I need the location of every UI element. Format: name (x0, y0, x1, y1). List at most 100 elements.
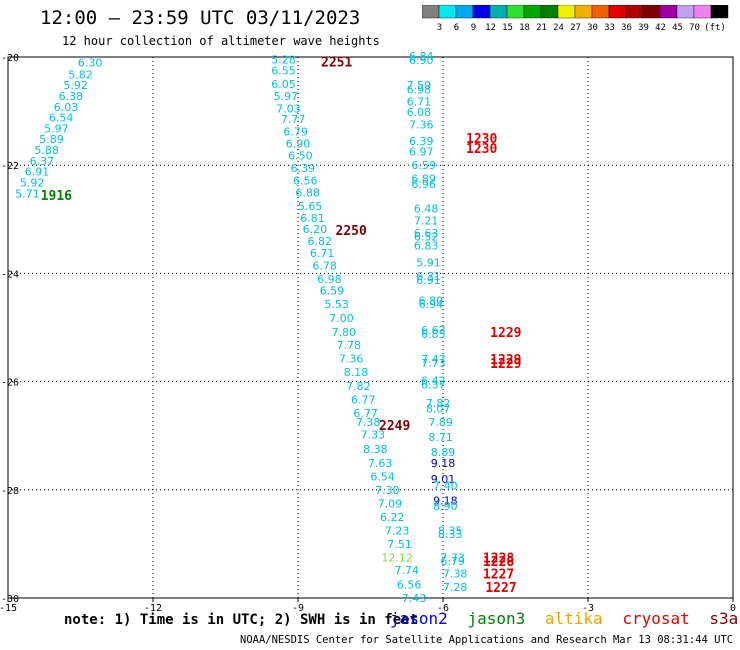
swh-value-label: 6.59 (320, 285, 345, 298)
swh-value-label: 7.36 (409, 119, 434, 132)
swh-value-label: 6.80 (419, 294, 444, 307)
swh-value-label: 5.53 (324, 298, 349, 311)
swh-value-label: 6.82 (308, 235, 333, 248)
swh-value-label: 9.18 (431, 457, 456, 470)
swh-value-label: 6.94 (419, 298, 444, 311)
legend-s3a: s3a (709, 609, 739, 628)
swh-value-label: 7.40 (433, 479, 458, 492)
pass-time-label: 1230 (466, 132, 497, 147)
swh-value-label: 7.80 (332, 326, 357, 339)
swh-value-label: 7.30 (375, 484, 400, 497)
swh-value-label: 7.73 (440, 551, 465, 564)
swh-value-label: 6.48 (414, 202, 439, 215)
color-scale-bar: 3 6 9 12 15 18 21 24 27 30 33 36 39 42 45 70 (ft) (422, 5, 729, 33)
pass-time-label: 1916 (41, 189, 72, 204)
chart-footer: NOAA/NESDIS Center for Satellite Applica… (240, 634, 740, 646)
chart-subtitle: 12 hour collection of altimeter wave hei… (62, 34, 380, 48)
pass-time-label: 1229 (490, 326, 521, 341)
pass-time-label: 2251 (321, 55, 352, 70)
colorbar-label: 45 (672, 23, 683, 33)
swh-value-label: 5.88 (34, 144, 59, 157)
y-tick-label: -28 (1, 486, 19, 497)
swh-value-label: 7.63 (368, 457, 393, 470)
swh-value-label: 6.59 (411, 159, 436, 172)
chart-note: note: 1) Time is in UTC; 2) SWH is in fe… (64, 612, 419, 628)
swh-value-label: 7.23 (385, 524, 410, 537)
swh-value-label: 6.79 (440, 555, 465, 568)
y-tick-label: -30 (1, 594, 19, 605)
legend-jason2: jason2 (390, 609, 448, 628)
x-tick-label: 0 (730, 603, 736, 614)
legend-jason3: jason3 (467, 609, 526, 628)
colorbar-label: 9 (471, 23, 476, 33)
y-tick-label: -26 (1, 378, 19, 389)
swh-value-label: 7.82 (346, 380, 371, 393)
y-tick-label: -24 (1, 269, 19, 280)
x-tick-label: -6 (437, 603, 449, 614)
swh-value-label: 6.52 (414, 231, 439, 244)
plot-frame (7, 56, 734, 599)
swh-value-label: 8.89 (431, 446, 456, 459)
swh-value-label: 7.36 (339, 352, 364, 365)
pass-time-label: 1227 (483, 568, 514, 583)
swh-value-label: 5.89 (39, 133, 64, 146)
swh-value-label: 6.54 (49, 112, 74, 125)
pass-time-label: 1227 (485, 581, 516, 596)
colorbar-label: 27 (570, 23, 581, 33)
swh-value-label: 8.33 (438, 528, 463, 541)
swh-value-label: 6.22 (380, 511, 405, 524)
x-tick-label: -3 (582, 603, 594, 614)
swh-value-label: 6.56 (293, 174, 318, 187)
swh-value-label: 8.18 (344, 366, 369, 379)
pass-time-label: 1230 (466, 142, 497, 157)
swh-value-label: 6.08 (407, 106, 432, 119)
pass-time-label: 1228 (483, 555, 514, 570)
swh-value-label: 12.12 (381, 551, 413, 564)
swh-value-label: 6.31 (416, 270, 441, 283)
y-tick-label: -22 (1, 161, 19, 172)
swh-value-label: 5.65 (298, 200, 323, 213)
swh-value-label: 6.78 (312, 259, 337, 272)
swh-value-label: 5.97 (274, 90, 299, 103)
swh-value-label: 6.20 (303, 223, 328, 236)
swh-value-label: 6.50 (288, 149, 313, 162)
swh-value-label: 6.98 (317, 273, 342, 286)
swh-value-label: 7.43 (402, 592, 427, 605)
swh-value-label: 6.98 (407, 83, 432, 96)
swh-value-label: 6.37 (421, 378, 446, 391)
swh-value-label: 5.92 (20, 177, 45, 190)
swh-value-label: 6.03 (54, 101, 79, 114)
swh-value-label: 7.89 (428, 416, 453, 429)
swh-value-label: 7.00 (329, 312, 354, 325)
swh-value-label: 7.33 (361, 429, 386, 442)
x-tick-label: -9 (292, 603, 304, 614)
swh-value-label: 5.91 (416, 257, 441, 270)
swh-value-label: 8.71 (428, 431, 453, 444)
x-tick-label: -15 (0, 603, 17, 614)
swh-value-label: 6.56 (397, 578, 422, 591)
y-tick-label: -20 (1, 53, 19, 64)
colorbar-label: 36 (621, 23, 632, 33)
colorbar-label: 21 (536, 23, 547, 33)
x-tick-label: -12 (144, 603, 162, 614)
swh-value-label: 5.92 (63, 79, 88, 92)
colorbar-label: 70 (689, 23, 700, 33)
swh-value-label: 6.55 (271, 65, 296, 78)
swh-value-label: 8.90 (433, 500, 458, 513)
swh-value-label: 6.89 (411, 173, 436, 186)
swh-value-label: 7.38 (443, 568, 468, 581)
swh-value-label: 7.28 (443, 581, 468, 594)
swh-value-label: 5.82 (68, 68, 93, 81)
swh-value-label: 7.09 (378, 497, 403, 510)
swh-value-label: 7.59 (407, 79, 432, 92)
swh-value-label: 6.91 (25, 166, 50, 179)
colorbar-label: 6 (454, 23, 459, 33)
swh-value-label: 6.90 (286, 138, 311, 151)
colorbar-swatch (710, 5, 729, 19)
swh-value-label: 6.63 (421, 324, 446, 337)
swh-value-label: 7.73 (421, 357, 446, 370)
swh-value-label: 6.90 (409, 54, 434, 67)
swh-value-label: 5.71 (15, 187, 40, 200)
satellite-legend: jason2 jason3 altika cryosat s3a (390, 609, 740, 628)
swh-value-label: 6.71 (407, 95, 432, 108)
